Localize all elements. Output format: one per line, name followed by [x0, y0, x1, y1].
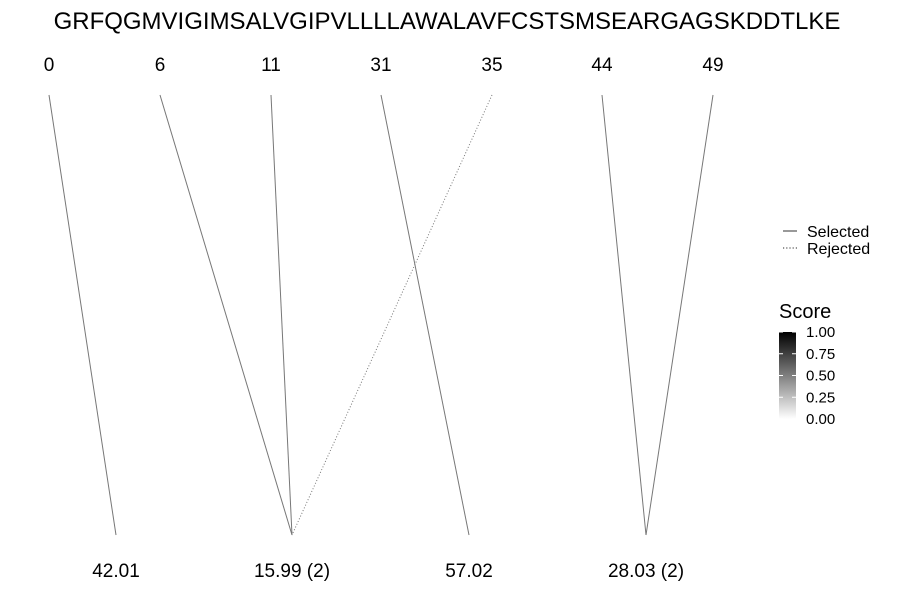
link-lines: [48, 94, 714, 536]
score-tick-label: 0.25: [806, 389, 835, 406]
mass-label: 28.03 (2): [608, 561, 684, 582]
score-legend: Score 1.00 0.75 0.50 0.25 0.00: [779, 301, 835, 428]
mass-labels: 42.01 15.99 (2) 57.02 28.03 (2): [92, 561, 684, 582]
mass-label: 15.99 (2): [254, 561, 330, 582]
selected-link-line: [601, 94, 647, 536]
score-tick-label: 1.00: [806, 324, 835, 341]
score-tick-label: 0.50: [806, 368, 835, 385]
score-colorbar: [779, 332, 796, 419]
selected-link-line: [380, 94, 470, 536]
position-labels: 0 6 11 31 35 44 49: [44, 55, 724, 76]
position-label: 31: [370, 55, 391, 76]
position-label: 35: [481, 55, 502, 76]
mass-label: 57.02: [445, 561, 493, 582]
score-tick-label: 0.00: [806, 411, 835, 428]
position-label: 11: [261, 55, 281, 76]
position-label: 49: [702, 55, 723, 76]
selected-link-line: [48, 94, 117, 536]
rejected-link-line: [291, 94, 493, 536]
legend-selected-label: Selected: [807, 224, 869, 241]
selected-link-line: [645, 94, 714, 536]
selected-link-line: [270, 94, 293, 536]
position-label: 6: [155, 55, 166, 76]
position-label: 44: [591, 55, 613, 76]
score-legend-title: Score: [779, 301, 831, 323]
position-label: 0: [44, 55, 55, 76]
line-type-legend: Selected Rejected: [783, 224, 870, 258]
mass-label: 42.01: [92, 561, 140, 582]
legend-rejected-label: Rejected: [807, 241, 870, 258]
score-tick-label: 0.75: [806, 346, 835, 363]
peptide-sequence: GRFQGMVIGIMSALVGIPVLLLLAWALAVFCSTSMSEARG…: [54, 8, 841, 35]
selected-link-line: [159, 94, 293, 536]
score-ticks: 1.00 0.75 0.50 0.25 0.00: [779, 324, 835, 428]
